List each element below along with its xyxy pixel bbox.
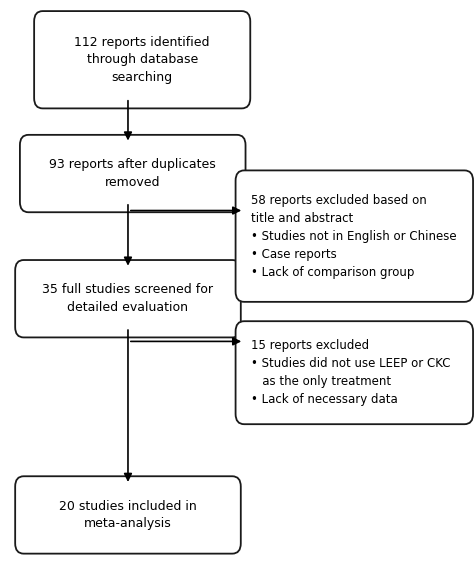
Text: 93 reports after duplicates
removed: 93 reports after duplicates removed (49, 158, 216, 189)
FancyBboxPatch shape (15, 476, 241, 554)
FancyBboxPatch shape (236, 321, 473, 424)
Text: 35 full studies screened for
detailed evaluation: 35 full studies screened for detailed ev… (43, 283, 213, 314)
FancyBboxPatch shape (34, 11, 250, 108)
Text: 20 studies included in
meta-analysis: 20 studies included in meta-analysis (59, 500, 197, 530)
Text: 112 reports identified
through database
searching: 112 reports identified through database … (74, 36, 210, 84)
Text: 58 reports excluded based on
title and abstract
• Studies not in English or Chin: 58 reports excluded based on title and a… (251, 193, 457, 279)
FancyBboxPatch shape (15, 260, 241, 337)
Text: 15 reports excluded
• Studies did not use LEEP or CKC
   as the only treatment
•: 15 reports excluded • Studies did not us… (251, 339, 451, 406)
FancyBboxPatch shape (236, 171, 473, 302)
FancyBboxPatch shape (20, 135, 246, 212)
